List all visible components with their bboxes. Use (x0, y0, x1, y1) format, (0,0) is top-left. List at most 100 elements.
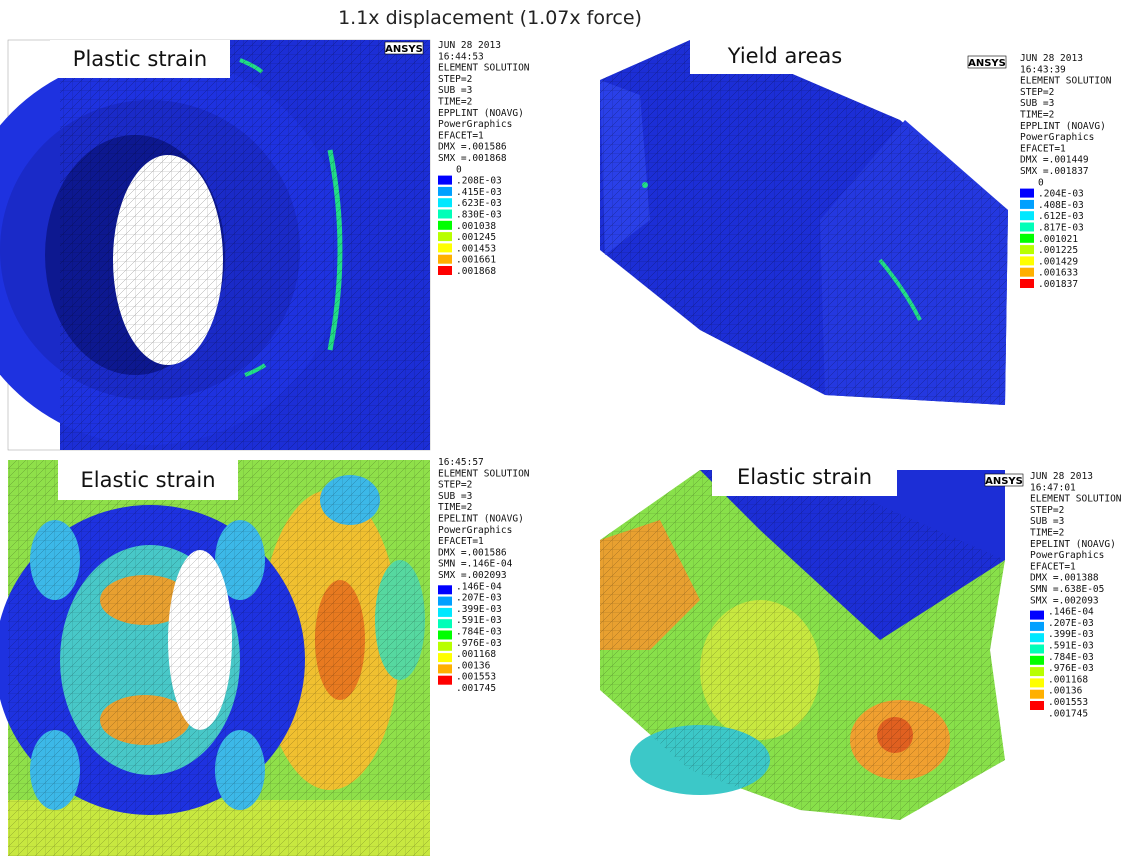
info-line: EPELINT (NOAVG) (438, 514, 524, 525)
legend-label: .623E-03 (456, 198, 502, 209)
legend-swatch (1030, 701, 1044, 710)
legend-label: .207E-03 (456, 593, 502, 604)
info-line: EPELINT (NOAVG) (1030, 539, 1116, 550)
legend-label: .830E-03 (456, 210, 502, 221)
legend-label: .001225 (1038, 245, 1078, 256)
info-line: STEP=2 (438, 480, 472, 491)
info-line: PowerGraphics (438, 525, 512, 536)
legend-swatch (438, 187, 452, 196)
info-line: DMX =.001586 (438, 547, 507, 558)
info-line: 16:47:01 (1030, 482, 1076, 493)
legend-label: .001868 (456, 266, 496, 277)
legend-swatch (1020, 223, 1034, 232)
info-line: SUB =3 (1020, 98, 1054, 109)
info-line: SMX =.002093 (1030, 595, 1099, 606)
legend-swatch (438, 585, 452, 594)
legend-label: .399E-03 (1048, 629, 1094, 640)
legend-swatch (1020, 200, 1034, 209)
info-line: TIME=2 (438, 97, 472, 108)
legend-label: .976E-03 (1048, 663, 1094, 674)
legend-label: .001429 (1038, 256, 1078, 267)
legend-label: .001745 (1048, 708, 1088, 719)
legend-label: .784E-03 (456, 627, 502, 638)
slide: 1.1x displacement (1.07x force) (0, 0, 1135, 856)
legend-label: .001245 (456, 232, 496, 243)
legend-swatch (1020, 256, 1034, 265)
legend-swatch (438, 653, 452, 662)
legend-swatch (438, 243, 452, 252)
legend-swatch (438, 664, 452, 673)
logo: ANSYS (385, 44, 423, 55)
legend-label: 0 (456, 164, 462, 175)
legend-label: .00136 (1048, 686, 1083, 697)
legend-label: .207E-03 (1048, 618, 1094, 629)
legend-swatch (438, 210, 452, 219)
logo: ANSYS (968, 58, 1006, 69)
legend-label: .415E-03 (456, 187, 502, 198)
info-line: SMX =.002093 (438, 570, 507, 581)
logo: ANSYS (985, 476, 1023, 487)
legend-swatch (1030, 656, 1044, 665)
legend-swatch (1030, 678, 1044, 687)
legend-swatch (1030, 645, 1044, 654)
panel-label: Elastic strain (80, 468, 215, 492)
legend-swatch (1020, 211, 1034, 220)
legend-label: .001553 (456, 672, 496, 683)
legend-label: .001453 (456, 243, 496, 254)
legend-swatch (438, 608, 452, 617)
legend-label: .146E-04 (456, 581, 502, 592)
slide-title: 1.1x displacement (1.07x force) (338, 7, 642, 29)
info-line: SMX =.001868 (438, 153, 507, 164)
info-line: EFACET=1 (438, 130, 484, 141)
legend-label: .976E-03 (456, 638, 502, 649)
info-line: SUB =3 (438, 491, 472, 502)
legend-swatch (1020, 245, 1034, 254)
legend-swatch (1030, 667, 1044, 676)
legend-swatch (1020, 234, 1034, 243)
info-line: STEP=2 (1020, 87, 1054, 98)
legend-swatch (438, 676, 452, 685)
legend-label: .001837 (1038, 279, 1078, 290)
legend-label: .001021 (1038, 234, 1078, 245)
legend-label: .204E-03 (1038, 189, 1084, 200)
info-line: DMX =.001586 (438, 142, 507, 153)
info-line: SUB =3 (1030, 516, 1064, 527)
info-line: JUN 28 2013 (1020, 53, 1083, 64)
legend-label: .001038 (456, 221, 496, 232)
legend-swatch (1030, 633, 1044, 642)
info-line: PowerGraphics (1020, 132, 1094, 143)
info-line: SUB =3 (438, 85, 472, 96)
info-line: SMX =.001837 (1020, 166, 1089, 177)
info-line: 16:43:39 (1020, 64, 1066, 75)
legend-label: .591E-03 (1048, 641, 1094, 652)
info-line: ELEMENT SOLUTION (1020, 76, 1112, 87)
legend-label: .146E-04 (1048, 607, 1094, 618)
fea-image (600, 40, 1008, 405)
legend-swatch (438, 198, 452, 207)
info-line: DMX =.001388 (1030, 573, 1099, 584)
info-line: TIME=2 (438, 502, 472, 513)
legend-label: .784E-03 (1048, 652, 1094, 663)
legend-label: .208E-03 (456, 176, 502, 187)
legend-swatch (1030, 611, 1044, 620)
info-line: PowerGraphics (438, 119, 512, 130)
info-line: ELEMENT SOLUTION (438, 468, 530, 479)
legend-swatch (438, 255, 452, 264)
info-line: TIME=2 (1020, 110, 1054, 121)
info-line: EFACET=1 (438, 536, 484, 547)
info-line: SMN =.146E-04 (438, 559, 513, 570)
legend-swatch (438, 597, 452, 606)
info-line: STEP=2 (438, 74, 472, 85)
panel-label: Elastic strain (737, 465, 872, 489)
legend-label: .001633 (1038, 268, 1078, 279)
fea-image (0, 460, 430, 856)
legend-label: .408E-03 (1038, 200, 1084, 211)
legend-label: .001168 (1048, 674, 1088, 685)
legend-swatch (1030, 690, 1044, 699)
legend-label: .001168 (456, 649, 496, 660)
legend-label: .399E-03 (456, 604, 502, 615)
info-line: ELEMENT SOLUTION (438, 63, 530, 74)
panel-label: Yield areas (727, 44, 842, 68)
info-line: EPPLINT (NOAVG) (1020, 121, 1106, 132)
info-line: EFACET=1 (1030, 561, 1076, 572)
